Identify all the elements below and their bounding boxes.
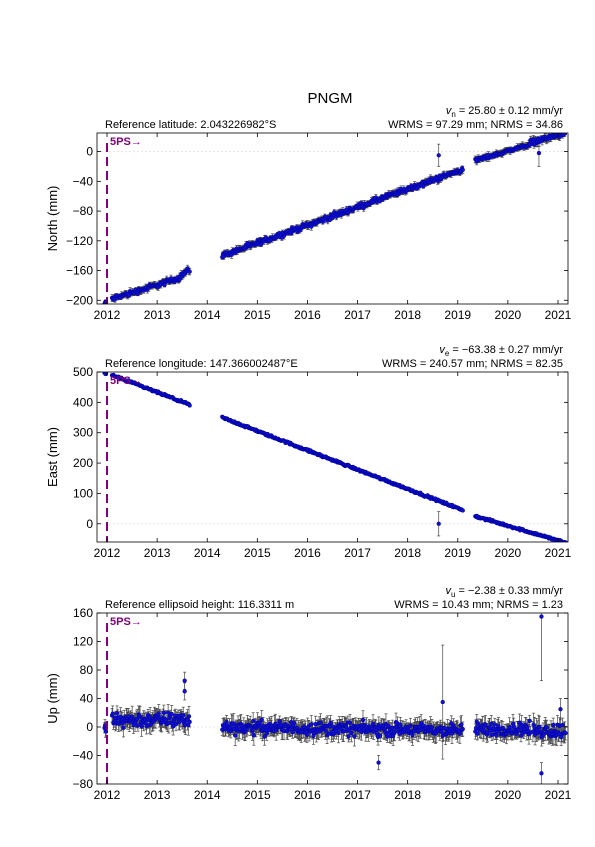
velocity-text: vn = 25.80 ± 0.12 mm/yr [446,105,564,119]
y-tick-label: −40 [73,174,94,188]
event-arrow: → [131,136,142,148]
x-tick-label: 2020 [495,546,522,560]
stats-text: WRMS = 240.57 mm; NRMS = 82.35 [382,358,563,370]
event-label-text: 5PS [110,136,131,148]
y-tick-label: 0 [86,517,93,531]
data-point [259,243,263,247]
data-point [461,509,465,513]
panel-east: 5PS→ 500 400 300 200 100 0 2012 2013 2014 2015 2016… [45,344,572,560]
y-tick-label: 300 [73,426,93,440]
x-tick-label: 2014 [194,308,221,322]
y-tick-label: 100 [73,486,93,500]
y-tick-label: −80 [73,204,94,218]
velocity-text: ve = −63.38 ± 0.27 mm/yr [439,344,563,358]
x-tick-label: 2021 [545,546,572,560]
event-label-text: 5PS [110,375,131,387]
x-tick-label: 2019 [444,308,471,322]
x-tick-label: 2017 [344,546,371,560]
y-axis-label: East (mm) [45,427,60,487]
data-series-north [103,127,568,306]
y-tick-label: 0 [86,145,93,159]
x-tick-label: 2018 [394,308,421,322]
data-points [103,129,568,306]
data-point [437,522,441,526]
y-tick-label: −120 [66,234,93,248]
x-tick-label: 2020 [495,308,522,322]
reference-text: Reference latitude: 2.043226982°S [105,119,276,131]
velocity-value: = 25.80 ± 0.12 mm/yr [456,105,564,117]
data-point [563,132,567,136]
x-tick-label: 2018 [394,546,421,560]
y-tick-label: −200 [66,293,93,307]
event-label: 5PS→ [110,375,142,387]
x-tick-label: 2015 [244,308,271,322]
data-point [188,270,192,274]
data-point [437,153,441,157]
y-tick-label: −160 [66,264,93,278]
x-tick-label: 2019 [444,546,471,560]
x-tick-label: 2016 [294,546,321,560]
y-tick-label: 200 [73,456,93,470]
x-tick-label: 2021 [545,308,572,322]
event-arrow: → [131,375,142,387]
x-tick-label: 2015 [244,546,271,560]
x-tick-label: 2012 [94,308,121,322]
x-tick-label: 2016 [294,308,321,322]
station-title: PNGM [308,90,353,107]
x-tick-label: 2013 [144,308,171,322]
event-label: 5PS→ [110,136,142,148]
x-tick-label: 2014 [194,546,221,560]
data-point [188,404,192,408]
data-point [461,168,465,172]
x-tick-label: 2012 [94,546,121,560]
data-point [564,129,568,133]
stats-text: WRMS = 97.29 mm; NRMS = 34.86 [388,119,563,131]
reference-text: Reference longitude: 147.366002487°E [105,358,298,370]
velocity-value: = −63.38 ± 0.27 mm/yr [449,344,563,356]
y-tick-label: 400 [73,395,93,409]
data-point [537,151,541,155]
y-axis-label: North (mm) [45,186,60,252]
y-tick-label: 500 [73,365,93,379]
data-points [103,371,568,544]
data-series-east [103,371,568,544]
x-tick-label: 2013 [144,546,171,560]
x-tick-label: 2017 [344,308,371,322]
